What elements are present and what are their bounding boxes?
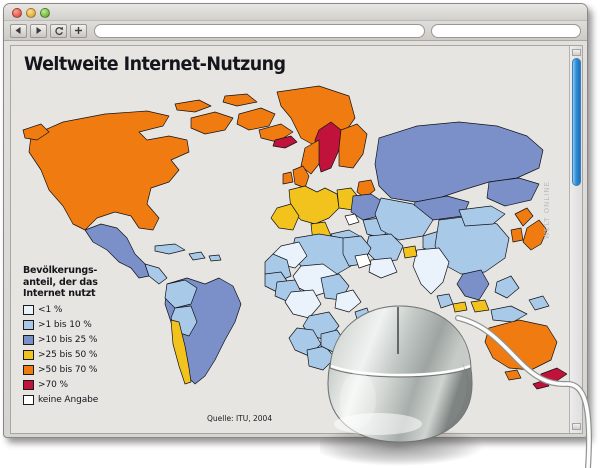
legend-label: >70 % (38, 380, 68, 390)
close-icon[interactable] (12, 8, 22, 18)
legend-item: >10 bis 25 % (23, 333, 151, 348)
page-title: Weltweite Internet-Nutzung (24, 53, 286, 75)
infographic: Weltweite Internet-Nutzung .c0{fill:#eaf… (11, 46, 569, 433)
legend-swatch (23, 350, 34, 360)
legend-label: >1 bis 10 % (38, 320, 92, 330)
scrollbar-thumb[interactable] (572, 58, 581, 186)
legend-title: Bevölkerungs- anteil, der das Internet n… (23, 265, 151, 300)
legend-swatch (23, 365, 34, 375)
legend-label: keine Angabe (38, 395, 99, 405)
search-input[interactable] (431, 23, 581, 38)
legend-title-line: Internet nutzt (23, 288, 96, 299)
source-caption: Quelle: ITU, 2004 (207, 414, 273, 423)
computer-mouse-illustration (320, 296, 600, 468)
legend-item: >25 bis 50 % (23, 348, 151, 363)
page-content: Weltweite Internet-Nutzung .c0{fill:#eaf… (10, 45, 583, 434)
legend-item: >70 % (23, 378, 151, 393)
zoom-icon[interactable] (40, 8, 50, 18)
legend-swatch (23, 305, 34, 315)
legend-swatch (23, 335, 34, 345)
traffic-lights (12, 8, 50, 18)
forward-button[interactable] (30, 23, 47, 38)
reload-icon[interactable] (50, 23, 67, 38)
browser-toolbar (4, 21, 587, 41)
legend-label: >50 bis 70 % (38, 365, 98, 375)
scroll-down-icon[interactable] (572, 423, 581, 430)
legend-item: >50 bis 70 % (23, 363, 151, 378)
legend-swatch (23, 395, 34, 405)
legend-swatch (23, 380, 34, 390)
vertical-scrollbar[interactable] (569, 46, 582, 433)
world-map: .c0{fill:#eaf2fb}.c1{fill:#a9c9e8}.c2{fi… (19, 78, 567, 398)
add-bookmark-icon[interactable] (70, 23, 87, 38)
minimize-icon[interactable] (26, 8, 36, 18)
legend-title-line: anteil, der das (23, 276, 98, 288)
legend-label: >10 bis 25 % (38, 335, 98, 345)
back-button[interactable] (10, 23, 27, 38)
legend-label: <1 % (38, 305, 63, 315)
legend-item: >1 bis 10 % (23, 318, 151, 333)
watermark: WELT ONLINE (543, 181, 551, 240)
legend-label: >25 bis 50 % (38, 350, 98, 360)
window-titlebar[interactable] (4, 4, 587, 21)
scroll-up-icon[interactable] (572, 49, 581, 56)
legend-item: keine Angabe (23, 393, 151, 408)
map-legend: Bevölkerungs- anteil, der das Internet n… (23, 265, 151, 408)
browser-window: Weltweite Internet-Nutzung .c0{fill:#eaf… (3, 3, 588, 438)
legend-title-line: Bevölkerungs- (23, 265, 98, 276)
legend-swatch (23, 320, 34, 330)
address-input[interactable] (94, 23, 425, 38)
legend-item: <1 % (23, 303, 151, 318)
